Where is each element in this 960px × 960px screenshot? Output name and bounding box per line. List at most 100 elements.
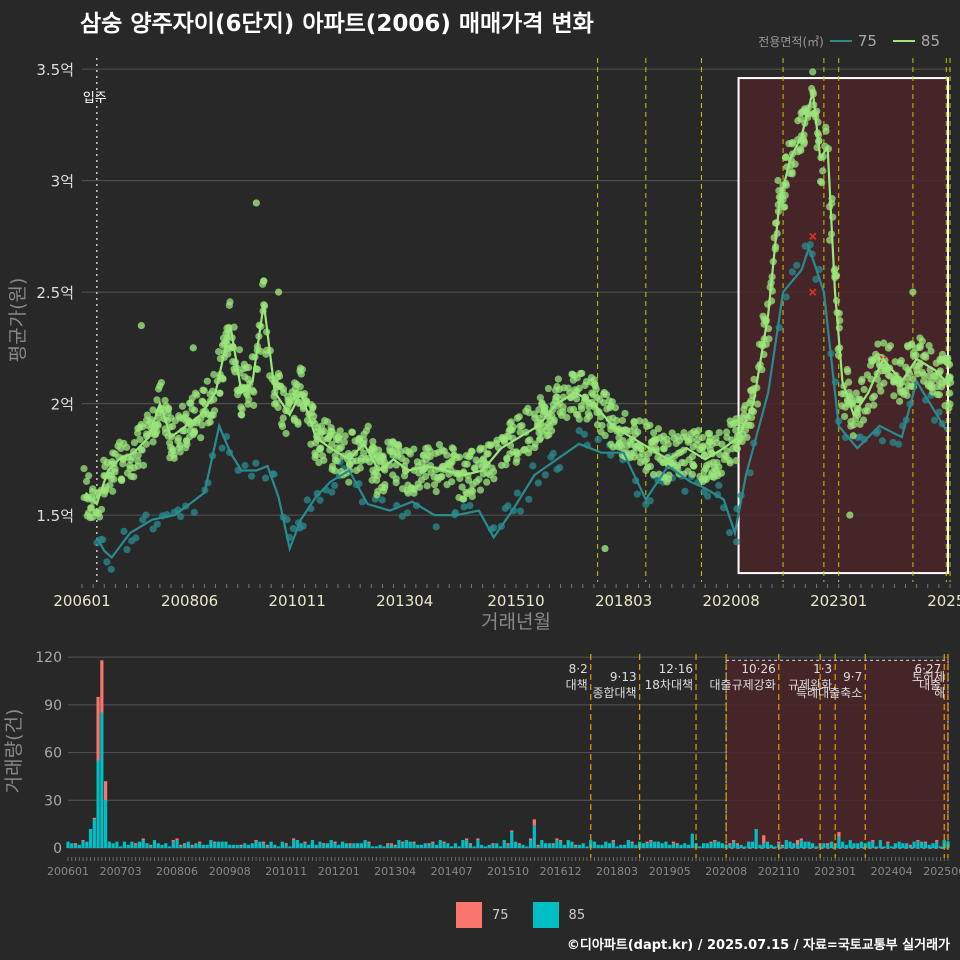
volume-bar-85 xyxy=(544,843,548,848)
transaction-point-85 xyxy=(137,420,145,429)
volume-bar-85 xyxy=(246,844,251,848)
transaction-point-85 xyxy=(282,429,290,438)
transaction-point-75 xyxy=(432,523,440,531)
transaction-point-85 xyxy=(245,363,253,372)
transaction-point-85 xyxy=(423,482,431,490)
volume-bar-75 xyxy=(171,840,175,842)
volume-xtick-label: 201407 xyxy=(431,865,473,878)
volume-bar-75 xyxy=(182,843,187,845)
volume-bar-85 xyxy=(555,840,559,848)
volume-bar-85 xyxy=(758,844,762,848)
volume-bar-75 xyxy=(134,843,138,845)
transaction-point-85 xyxy=(650,429,658,437)
transaction-point-75 xyxy=(878,437,887,445)
volume-ytick-label: 0 xyxy=(53,841,62,857)
transaction-point-85 xyxy=(323,418,332,426)
transaction-point-85 xyxy=(840,412,849,421)
transaction-point-85 xyxy=(161,429,170,437)
price-xtick-label: 202301 xyxy=(810,592,867,610)
volume-bar-85 xyxy=(442,843,446,848)
volume-bar-85 xyxy=(566,840,570,848)
volume-bar-85 xyxy=(792,843,796,848)
transaction-point-85 xyxy=(328,440,336,448)
transaction-point-85 xyxy=(309,404,317,412)
transaction-point-85 xyxy=(381,481,389,489)
volume-bar-85 xyxy=(468,844,472,848)
transaction-point-85 xyxy=(109,487,117,495)
transaction-point-85 xyxy=(149,438,157,446)
policy-label-text: 대출 xyxy=(919,678,941,692)
volume-bar-85 xyxy=(912,841,916,848)
transaction-point-85 xyxy=(866,361,875,369)
volume-bar-75 xyxy=(465,838,469,841)
volume-bar-75 xyxy=(261,841,266,844)
transaction-point-85 xyxy=(373,491,381,499)
volume-bar-85 xyxy=(476,840,480,848)
transaction-point-85 xyxy=(578,369,586,377)
transaction-point-85 xyxy=(134,457,142,465)
transaction-point-75 xyxy=(398,512,406,520)
volume-bar-85 xyxy=(660,843,664,848)
volume-bar-85 xyxy=(273,844,277,848)
volume-bar-85 xyxy=(461,840,465,848)
transaction-point-85 xyxy=(415,483,424,491)
transaction-point-85 xyxy=(550,418,558,426)
volume-bar-85 xyxy=(536,846,540,848)
transaction-point-85 xyxy=(548,411,556,420)
transaction-point-85 xyxy=(536,394,544,402)
transaction-point-outlier xyxy=(909,288,917,296)
volume-bar-75 xyxy=(322,843,326,845)
transaction-point-85 xyxy=(544,420,553,428)
volume-bar-85 xyxy=(137,841,142,848)
transaction-point-75 xyxy=(681,487,689,495)
transaction-point-85 xyxy=(743,433,751,441)
volume-bar-85 xyxy=(449,846,454,848)
transaction-point-85 xyxy=(649,470,658,479)
volume-bar-85 xyxy=(720,843,724,848)
volume-bar-85 xyxy=(269,841,273,848)
volume-bar-85 xyxy=(401,843,405,848)
transaction-point-85 xyxy=(563,413,571,422)
volume-bar-85 xyxy=(905,843,909,848)
transaction-point-85 xyxy=(849,432,857,440)
transaction-point-85 xyxy=(134,462,142,470)
transaction-point-75 xyxy=(788,268,796,276)
volume-legend-swatch-85 xyxy=(532,902,559,928)
volume-bar-75 xyxy=(389,843,394,845)
volume-bar-85 xyxy=(465,840,469,848)
volume-bar-75 xyxy=(239,844,243,847)
volume-bar-85 xyxy=(750,841,755,848)
volume-bar-85 xyxy=(897,841,901,848)
transaction-point-85 xyxy=(585,412,594,420)
volume-bar-85 xyxy=(303,843,307,848)
volume-bar-85 xyxy=(679,844,683,848)
volume-bar-85 xyxy=(826,844,830,848)
volume-bar-75 xyxy=(574,844,578,847)
transaction-point-outlier xyxy=(260,277,268,285)
transaction-point-85 xyxy=(219,375,227,383)
volume-xtick-label: 201803 xyxy=(596,865,638,878)
transaction-point-75 xyxy=(793,261,801,269)
volume-bar-85 xyxy=(160,844,164,848)
volume-bar-85 xyxy=(220,841,224,848)
volume-bar-85 xyxy=(438,840,442,848)
transaction-point-85 xyxy=(229,357,237,366)
volume-bar-85 xyxy=(367,843,371,848)
volume-bar-75 xyxy=(935,840,939,842)
volume-y-axis-title: 거래량(건) xyxy=(3,709,25,794)
volume-bar-75 xyxy=(427,843,431,845)
volume-bar-85 xyxy=(81,841,85,848)
volume-bar-75 xyxy=(292,838,296,841)
volume-bar-85 xyxy=(735,844,739,848)
volume-bar-85 xyxy=(803,841,807,848)
transaction-point-85 xyxy=(774,176,782,185)
volume-bar-75 xyxy=(96,696,100,761)
transaction-point-85 xyxy=(646,462,655,471)
transaction-point-75 xyxy=(218,444,226,452)
volume-bar-85 xyxy=(292,840,296,848)
transaction-point-85 xyxy=(331,467,339,475)
transaction-point-85 xyxy=(111,465,119,473)
transaction-point-85 xyxy=(518,422,526,430)
volume-bar-75 xyxy=(780,844,785,847)
transaction-point-85 xyxy=(155,414,163,422)
